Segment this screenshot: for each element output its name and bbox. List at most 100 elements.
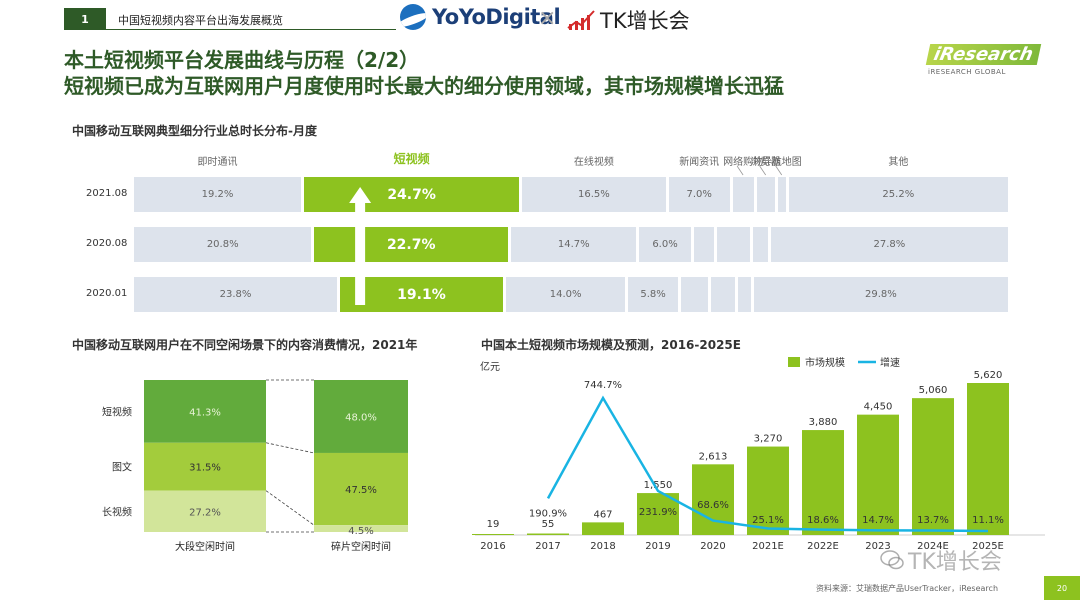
market-bar	[802, 430, 844, 535]
scene-segment	[314, 525, 408, 532]
scene-value-label: 47.5%	[345, 485, 377, 496]
chart2-title: 中国移动互联网用户在不同空闲场景下的内容消费情况，2021年	[72, 338, 418, 352]
time-share-segment	[732, 177, 754, 212]
market-bar	[967, 383, 1009, 535]
x-tick-label: 2025E	[972, 541, 1004, 552]
page-subtitle: 短视频已成为互联网用户月度使用时长最大的细分使用领域，其市场规模增长迅猛	[64, 74, 784, 98]
legend-bar-swatch	[788, 357, 800, 367]
category-label: 浏览器	[750, 157, 781, 168]
market-bar-label: 1,550	[644, 480, 673, 491]
category-label: 其他	[888, 157, 909, 168]
time-share-segment: 27.8%	[770, 227, 1008, 262]
page-number: 1	[64, 8, 106, 30]
time-share-segment	[777, 177, 786, 212]
market-bar-label: 4,450	[864, 402, 893, 413]
scene-connector-line	[265, 490, 315, 526]
time-share-segment	[756, 177, 775, 212]
market-bar	[747, 446, 789, 535]
time-share-segment	[753, 227, 768, 262]
category-label: 在线视频	[573, 157, 614, 168]
scene-segment	[144, 490, 266, 532]
x-tick-label: 2017	[535, 541, 560, 552]
market-bar-label: 467	[593, 509, 612, 520]
scene-value-label: 4.5%	[348, 526, 373, 537]
logo-separator: ×	[538, 6, 557, 31]
page-title: 本土短视频平台发展曲线与历程（2/2）	[64, 48, 420, 72]
market-bar-label: 5,060	[919, 385, 948, 396]
footer-page-number: 20	[1044, 576, 1080, 600]
chart1-title: 中国移动互联网典型细分行业总时长分布-月度	[72, 124, 317, 138]
scene-segment	[144, 442, 266, 491]
iresearch-logo: iResearch iRESEARCH GLOBAL	[925, 44, 1042, 76]
yoyodigital-logo: YoYoDigital	[400, 4, 561, 30]
market-bar	[912, 398, 954, 535]
time-share-segment: 20.8%	[134, 227, 312, 262]
x-tick-label: 2020	[700, 541, 725, 552]
market-bar-label: 19	[487, 519, 500, 530]
time-share-segment: 25.2%	[788, 177, 1008, 212]
header-divider	[106, 29, 396, 30]
time-share-segment: 23.8%	[134, 277, 337, 312]
scene-series-label: 长视频	[102, 505, 132, 518]
y-axis-unit: 亿元	[480, 360, 500, 373]
market-bar-label: 3,880	[809, 417, 838, 428]
x-tick-label: 2018	[590, 541, 615, 552]
scene-value-label: 27.2%	[189, 507, 221, 518]
time-share-segment	[680, 277, 709, 312]
time-share-segment: 22.7%	[314, 227, 509, 262]
chart3-title: 中国本土短视频市场规模及预测，2016-2025E	[481, 338, 741, 352]
growth-value-label: 231.9%	[639, 507, 677, 518]
tk-logo-text: TK增长会	[600, 9, 690, 33]
growth-value-label: 14.7%	[862, 515, 894, 526]
row-label: 2021.08	[86, 188, 128, 199]
iresearch-logo-sub: iRESEARCH GLOBAL	[928, 68, 1006, 76]
scene-segment	[314, 380, 408, 453]
scene-series-label: 图文	[112, 461, 132, 474]
growth-chart-icon	[567, 10, 595, 30]
market-size-chart: 亿元 市场规模 增速 19 2016 55 2017 467 2018 1,550 2019 2,61…	[472, 356, 1045, 552]
growth-line	[546, 395, 989, 533]
growth-value-label: 18.6%	[807, 515, 839, 526]
x-tick-label: 2023	[865, 541, 890, 552]
scene-segment	[144, 380, 266, 443]
market-bar-label: 2,613	[699, 451, 728, 462]
x-tick-label: 2024E	[917, 541, 949, 552]
time-share-chart: 2021.08 19.2% 24.7% 16.5% 7.0% 25.2% 2020.08 20…	[86, 152, 1008, 312]
row-label: 2020.08	[86, 238, 128, 249]
scene-series-label: 短视频	[102, 405, 132, 418]
market-bar-label: 3,270	[754, 434, 783, 445]
x-tick-label: 2021E	[752, 541, 784, 552]
time-share-segment	[711, 277, 735, 312]
scene-segment	[314, 452, 408, 526]
time-share-segment: 5.8%	[628, 277, 678, 312]
globe-icon	[400, 4, 426, 30]
leader-line	[775, 165, 783, 176]
leader-line	[736, 165, 744, 176]
source-note: 资料来源：艾瑞数据产品UserTracker，iResearch	[816, 584, 999, 593]
growth-value-label: 190.9%	[529, 508, 567, 519]
market-bar	[637, 493, 679, 535]
growth-value-label: 13.7%	[917, 515, 949, 526]
time-share-segment: 24.7%	[304, 177, 520, 212]
time-share-segment: 14.7%	[511, 227, 637, 262]
x-tick-label: 2022E	[807, 541, 839, 552]
yoyodigital-logo-text: YoYoDigital	[432, 5, 561, 29]
time-share-segment: 7.0%	[668, 177, 730, 212]
row-label: 2020.01	[86, 288, 128, 299]
leader-line	[759, 165, 767, 176]
scene-consumption-chart: 41.3% 31.5% 27.2% 大段空闲时间 48.0% 47.5% 4.5% 碎片空闲时…	[102, 379, 408, 553]
time-share-segment	[738, 277, 751, 312]
time-share-segment: 16.5%	[522, 177, 666, 212]
watermark: TK增长会	[880, 544, 1002, 576]
scene-value-label: 41.3%	[189, 407, 221, 418]
scene-category-label: 大段空闲时间	[175, 540, 235, 553]
market-bar-label: 55	[542, 519, 555, 530]
x-tick-label: 2019	[645, 541, 670, 552]
growth-value-label: 744.7%	[584, 380, 622, 391]
growth-value-label: 11.1%	[972, 515, 1004, 526]
section-title: 中国短视频内容平台出海发展概览	[118, 14, 283, 27]
time-share-segment	[717, 227, 751, 262]
market-bar-label: 5,620	[974, 370, 1003, 381]
market-bar	[857, 414, 899, 535]
scene-connector-line	[265, 442, 315, 454]
